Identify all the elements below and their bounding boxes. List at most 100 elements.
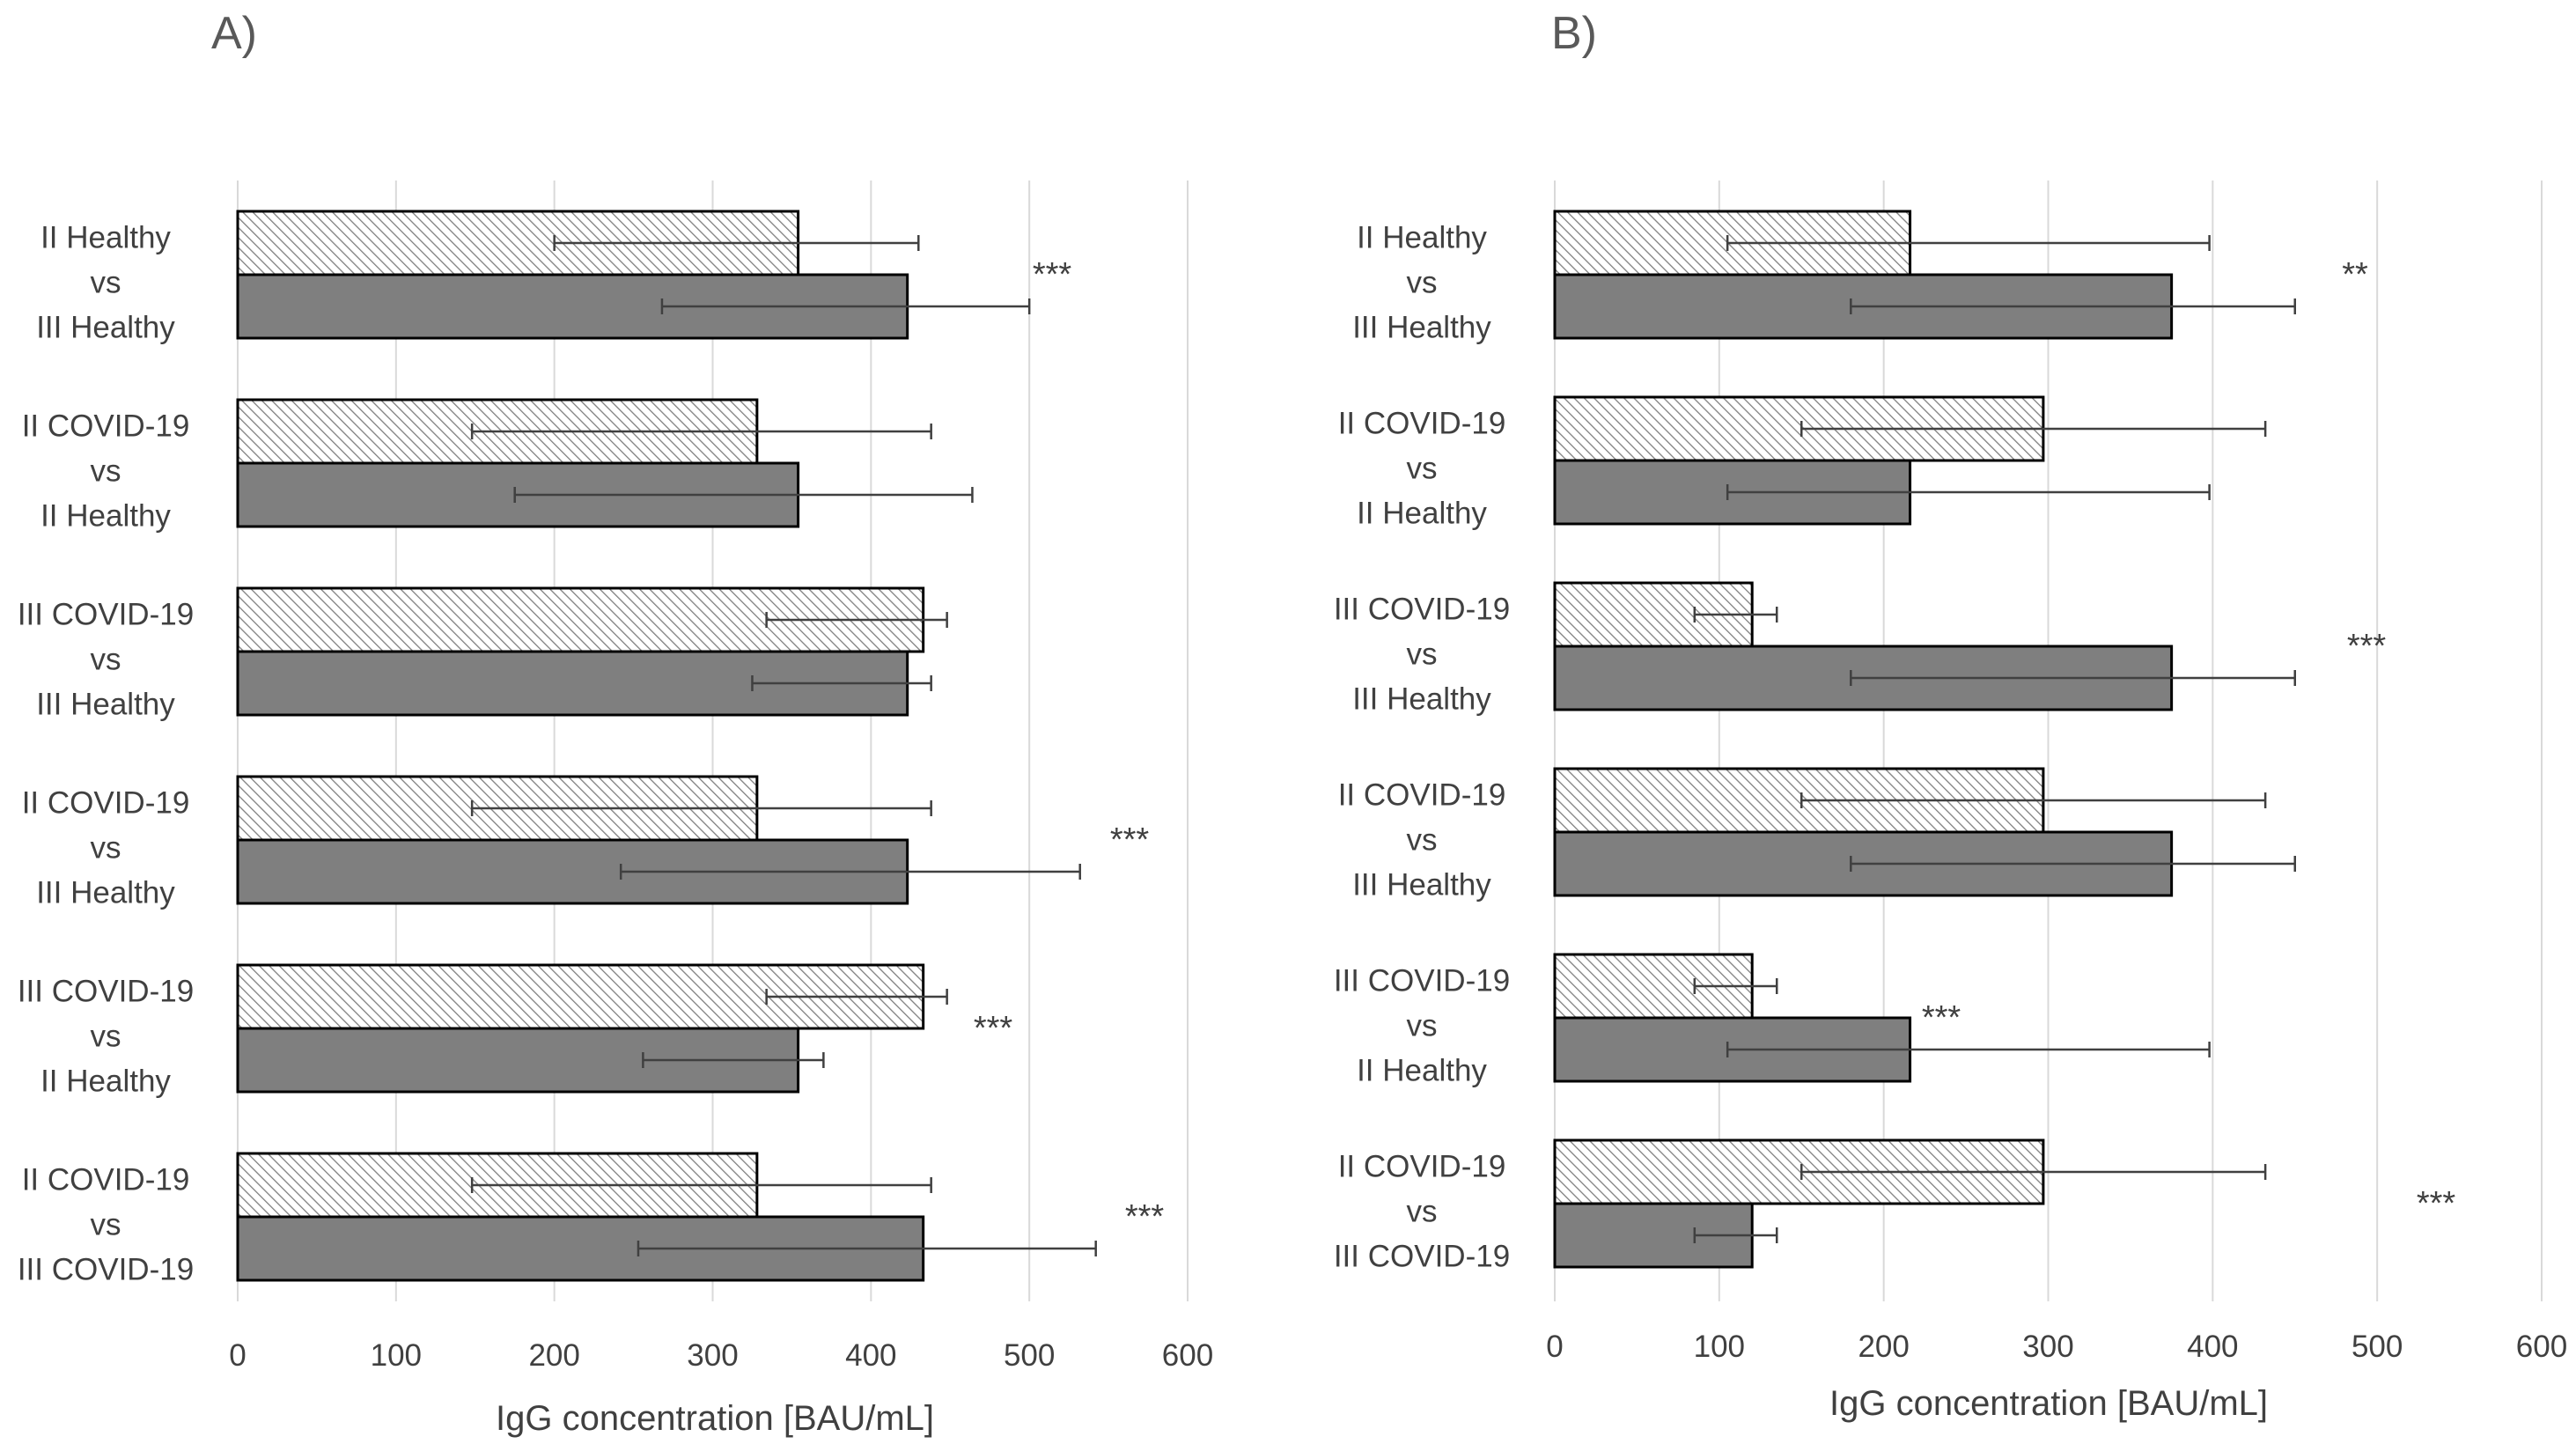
category-label: III COVID-19 vs III Healthy [1334,592,1510,716]
category-label-line: vs [91,1019,121,1053]
category-label: II Healthy vs III Healthy [1352,220,1491,344]
significance-marker: *** [1033,256,1072,293]
x-tick-label: 100 [1694,1330,1745,1364]
category-label: II Healthy vs III Healthy [36,220,175,344]
x-tick-label: 500 [1004,1338,1055,1373]
category-label: II COVID-19 vs III Healthy [1338,777,1506,902]
category-label-line: vs [91,642,121,676]
bar-solid [1553,1202,1754,1269]
category-label-line: vs [1407,637,1438,671]
category-label: II COVID-19 vs II Healthy [22,409,190,533]
bar-group: II COVID-19 vs III Healthy *** [22,775,1150,910]
significance-marker: *** [974,1010,1013,1047]
significance-marker: *** [2347,628,2387,665]
x-tick-label: 100 [371,1338,422,1373]
error-bar [553,235,920,251]
category-label: II COVID-19 vs III COVID-19 [1334,1149,1510,1273]
error-bar [470,424,932,439]
error-bar [765,989,948,1005]
category-label-line: vs [1407,822,1438,857]
error-bar [1726,1042,2211,1057]
x-tick-label: 200 [528,1338,579,1373]
category-label-line: vs [1407,265,1438,299]
error-bar [1693,978,1778,994]
error-bar [1800,421,2267,437]
error-bar [1726,484,2211,500]
error-bar [1800,1164,2267,1180]
bar-group: III COVID-19 vs III Healthy *** [1334,581,2387,716]
error-bar [642,1052,825,1068]
category-label-line: II COVID-19 [22,409,190,443]
significance-marker: *** [1125,1198,1165,1235]
x-tick-label: 0 [229,1338,246,1373]
x-tick-label: 300 [687,1338,738,1373]
category-label-line: III Healthy [1352,310,1491,344]
error-bar [751,675,932,691]
category-label-line: vs [1407,451,1438,485]
panel-a-chart: A) 0 100 200 300 400 500 600 IgG concentration [… [18,8,1213,1438]
error-bar [765,612,948,628]
bar-group: II Healthy vs III Healthy ** [1352,210,2368,344]
category-label-line: II COVID-19 [22,1162,190,1197]
error-bar [1850,670,2296,686]
category-label-line: III Healthy [1352,681,1491,716]
error-bar [513,487,974,503]
bar-group: III COVID-19 vs II Healthy *** [1334,953,2211,1087]
category-label-line: II Healthy [40,1064,171,1098]
x-tick-label: 600 [2516,1330,2567,1364]
category-label-line: vs [91,265,121,299]
error-bar [1693,607,1778,623]
panel-label: A) [211,8,257,59]
error-bar [470,800,932,816]
x-tick-label: 400 [845,1338,896,1373]
category-label-line: III COVID-19 [18,597,194,631]
category-label-line: III Healthy [36,687,175,721]
category-label-line: II COVID-19 [1338,406,1506,440]
category-label-line: II COVID-19 [22,785,190,820]
category-label: III COVID-19 vs II Healthy [18,974,194,1098]
category-label-line: II Healthy [1357,220,1487,254]
x-tick-label: 600 [1162,1338,1213,1373]
category-label-line: vs [1407,1008,1438,1042]
significance-marker: ** [2342,256,2368,293]
error-bar [470,1177,932,1193]
significance-marker: *** [1110,821,1150,858]
category-label-line: II Healthy [40,498,171,533]
x-tick-label: 400 [2187,1330,2238,1364]
category-label-line: vs [1407,1194,1438,1228]
category-label-line: II Healthy [40,220,171,254]
panel-b-chart: B) 0 100 200 300 400 500 600 IgG concentration [… [1334,8,2567,1423]
error-bar [660,298,1031,314]
x-tick-label: 200 [1858,1330,1909,1364]
error-bar [1850,856,2296,872]
category-label: III COVID-19 vs III Healthy [18,597,194,721]
category-label-line: II COVID-19 [1338,777,1506,812]
x-tick-label: 500 [2352,1330,2403,1364]
category-label-line: III COVID-19 [18,1252,194,1286]
category-label-line: II Healthy [1357,1053,1487,1087]
bar-group: III COVID-19 vs II Healthy *** [18,963,1013,1098]
category-label: III COVID-19 vs II Healthy [1334,963,1510,1087]
category-label-line: III Healthy [36,875,175,910]
category-label-line: III Healthy [1352,867,1491,902]
category-label-line: vs [91,453,121,488]
category-label: II COVID-19 vs II Healthy [1338,406,1506,530]
category-label-line: vs [91,1207,121,1241]
category-label-line: III COVID-19 [1334,592,1510,626]
category-label-line: II COVID-19 [1338,1149,1506,1183]
bar-group: II COVID-19 vs II Healthy [22,398,974,533]
error-bar [619,864,1081,880]
x-tick-label: 300 [2022,1330,2073,1364]
x-axis-title: IgG concentration [BAU/mL] [496,1399,934,1438]
bar-group: II COVID-19 vs II Healthy [1338,395,2267,530]
category-label-line: III Healthy [36,310,175,344]
category-label-line: vs [91,830,121,865]
x-tick-label: 0 [1546,1330,1563,1364]
error-bar [637,1241,1097,1256]
category-label-line: III COVID-19 [18,974,194,1008]
bar-group: II COVID-19 vs III Healthy [1338,767,2296,902]
bar-group: II COVID-19 vs III COVID-19 *** [1334,1138,2455,1273]
bar-group: II COVID-19 vs III COVID-19 *** [18,1152,1165,1286]
bar-group: II Healthy vs III Healthy *** [36,210,1072,344]
